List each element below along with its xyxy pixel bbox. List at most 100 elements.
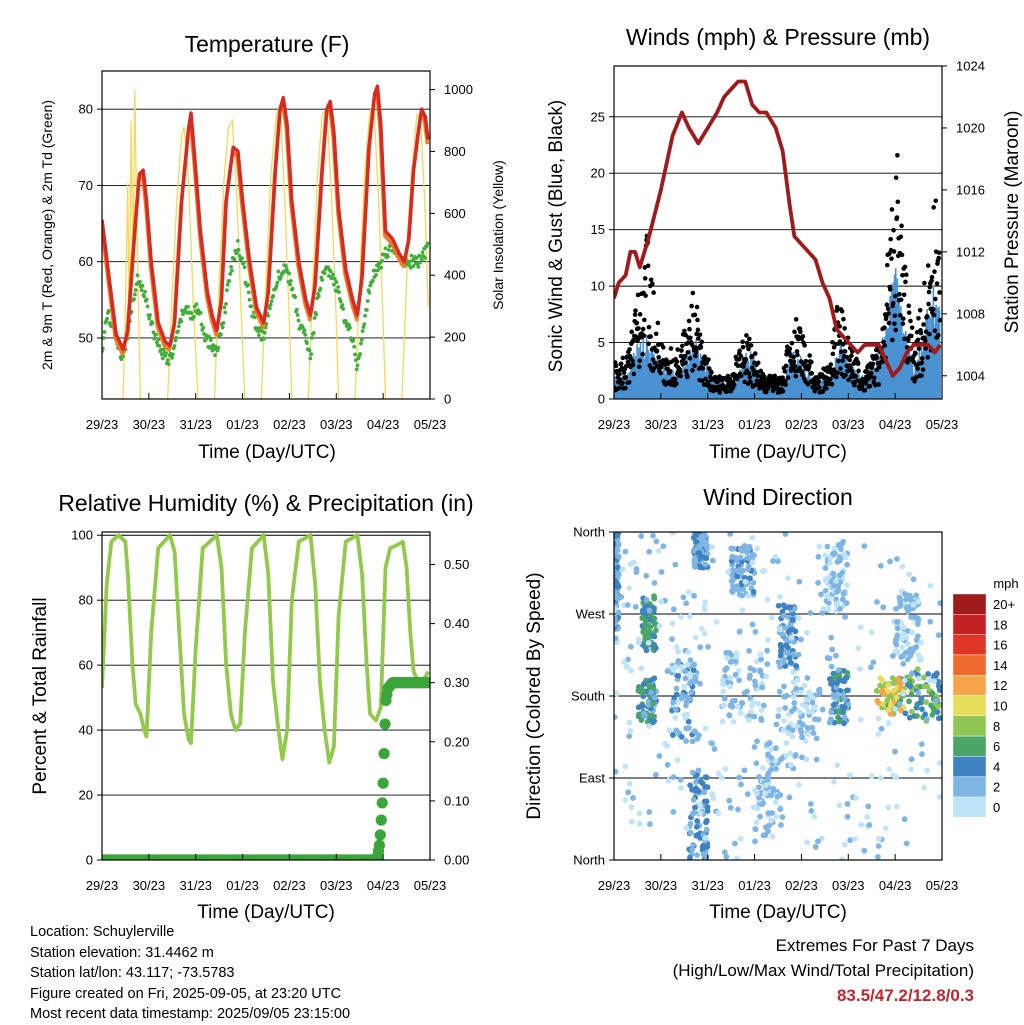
gust-point bbox=[742, 379, 748, 385]
direction-point bbox=[844, 670, 851, 676]
direction-point bbox=[765, 751, 772, 758]
direction-point bbox=[693, 538, 700, 545]
dewpoint-point bbox=[164, 351, 169, 355]
gust-point bbox=[648, 334, 653, 339]
gust-point bbox=[855, 361, 861, 367]
direction-point bbox=[736, 628, 743, 635]
direction-point bbox=[749, 534, 756, 541]
direction-point bbox=[900, 660, 907, 667]
direction-point bbox=[669, 636, 675, 643]
dewpoint-point bbox=[170, 352, 175, 357]
direction-point bbox=[831, 778, 837, 785]
gust-point bbox=[898, 313, 903, 318]
gust-point bbox=[743, 357, 749, 362]
direction-point bbox=[923, 716, 930, 722]
direction-point bbox=[691, 728, 698, 735]
gust-point bbox=[727, 376, 733, 382]
dewpoint-point bbox=[305, 341, 309, 346]
dewpoint-point bbox=[278, 275, 283, 280]
direction-point bbox=[907, 596, 914, 603]
direction-point bbox=[804, 839, 810, 846]
direction-point bbox=[701, 604, 708, 610]
gust-point bbox=[679, 348, 684, 353]
direction-point bbox=[893, 636, 899, 643]
direction-point bbox=[843, 600, 850, 607]
gust-point bbox=[709, 370, 714, 375]
dewpoint-point bbox=[257, 326, 262, 330]
gust-point bbox=[900, 316, 906, 321]
direction-point bbox=[813, 756, 820, 763]
direction-point bbox=[782, 532, 789, 537]
legend-swatch bbox=[952, 776, 987, 798]
dewpoint-point bbox=[221, 321, 226, 325]
direction-point bbox=[777, 663, 783, 670]
direction-point bbox=[734, 567, 740, 574]
direction-point bbox=[683, 738, 690, 744]
gust-point bbox=[772, 373, 777, 379]
direction-point bbox=[734, 855, 740, 860]
direction-xtick-label: 30/23 bbox=[645, 878, 678, 893]
direction-point bbox=[906, 571, 912, 577]
precip-point bbox=[378, 748, 390, 760]
direction-point bbox=[781, 656, 788, 663]
dewpoint-point bbox=[256, 333, 261, 338]
direction-xtick-label: 01/23 bbox=[738, 878, 771, 893]
dewpoint-point bbox=[105, 316, 109, 321]
direction-point bbox=[736, 774, 743, 781]
direction-point bbox=[692, 634, 699, 641]
dewpoint-point bbox=[423, 256, 427, 260]
gust-point bbox=[630, 362, 636, 368]
direction-point bbox=[614, 768, 619, 775]
direction-point bbox=[719, 677, 726, 684]
gust-point bbox=[661, 345, 666, 350]
gust-point bbox=[895, 199, 901, 205]
direction-point bbox=[816, 686, 823, 693]
direction-ytick-label: South bbox=[571, 689, 605, 704]
direction-point bbox=[886, 766, 893, 773]
gust-point bbox=[789, 340, 795, 346]
direction-point bbox=[687, 829, 694, 836]
gust-point bbox=[698, 345, 704, 350]
gust-point bbox=[889, 256, 894, 261]
direction-point bbox=[720, 688, 727, 695]
gust-point bbox=[820, 388, 826, 394]
direction-point bbox=[866, 822, 873, 828]
dewpoint-point bbox=[418, 260, 422, 265]
dewpoint-point bbox=[119, 357, 124, 362]
dewpoint-point bbox=[227, 279, 232, 283]
direction-point bbox=[925, 670, 932, 677]
direction-point bbox=[893, 605, 899, 612]
gust-point bbox=[881, 339, 886, 345]
temperature-ytick-label: 80 bbox=[79, 102, 93, 117]
gust-point bbox=[916, 315, 921, 321]
direction-point bbox=[903, 840, 910, 847]
station-latlon: Station lat/lon: 43.117; -73.5783 bbox=[30, 965, 235, 981]
winds-xtick-label: 29/23 bbox=[598, 417, 631, 432]
direction-point bbox=[833, 602, 840, 609]
dewpoint-point bbox=[106, 308, 111, 313]
direction-point bbox=[745, 566, 751, 573]
direction-point bbox=[834, 558, 841, 565]
gust-point bbox=[884, 302, 890, 308]
direction-point bbox=[672, 714, 679, 721]
direction-point bbox=[894, 618, 901, 625]
dewpoint-point bbox=[156, 337, 161, 342]
direction-point bbox=[696, 549, 703, 556]
direction-point bbox=[675, 699, 681, 706]
direction-point bbox=[790, 651, 797, 658]
direction-point bbox=[633, 566, 640, 572]
gust-point bbox=[689, 303, 694, 309]
gust-point bbox=[882, 325, 887, 330]
precip-ytick-right-label: 0.40 bbox=[444, 616, 469, 631]
gust-point bbox=[699, 339, 705, 345]
gust-point bbox=[835, 370, 840, 376]
gust-point bbox=[902, 264, 908, 270]
direction-point bbox=[758, 656, 765, 663]
dewpoint-point bbox=[232, 257, 237, 262]
direction-point bbox=[861, 543, 868, 549]
direction-point bbox=[626, 719, 633, 726]
direction-point bbox=[857, 716, 864, 723]
direction-point bbox=[614, 714, 618, 721]
gust-point bbox=[785, 375, 791, 380]
gust-point bbox=[925, 355, 931, 360]
